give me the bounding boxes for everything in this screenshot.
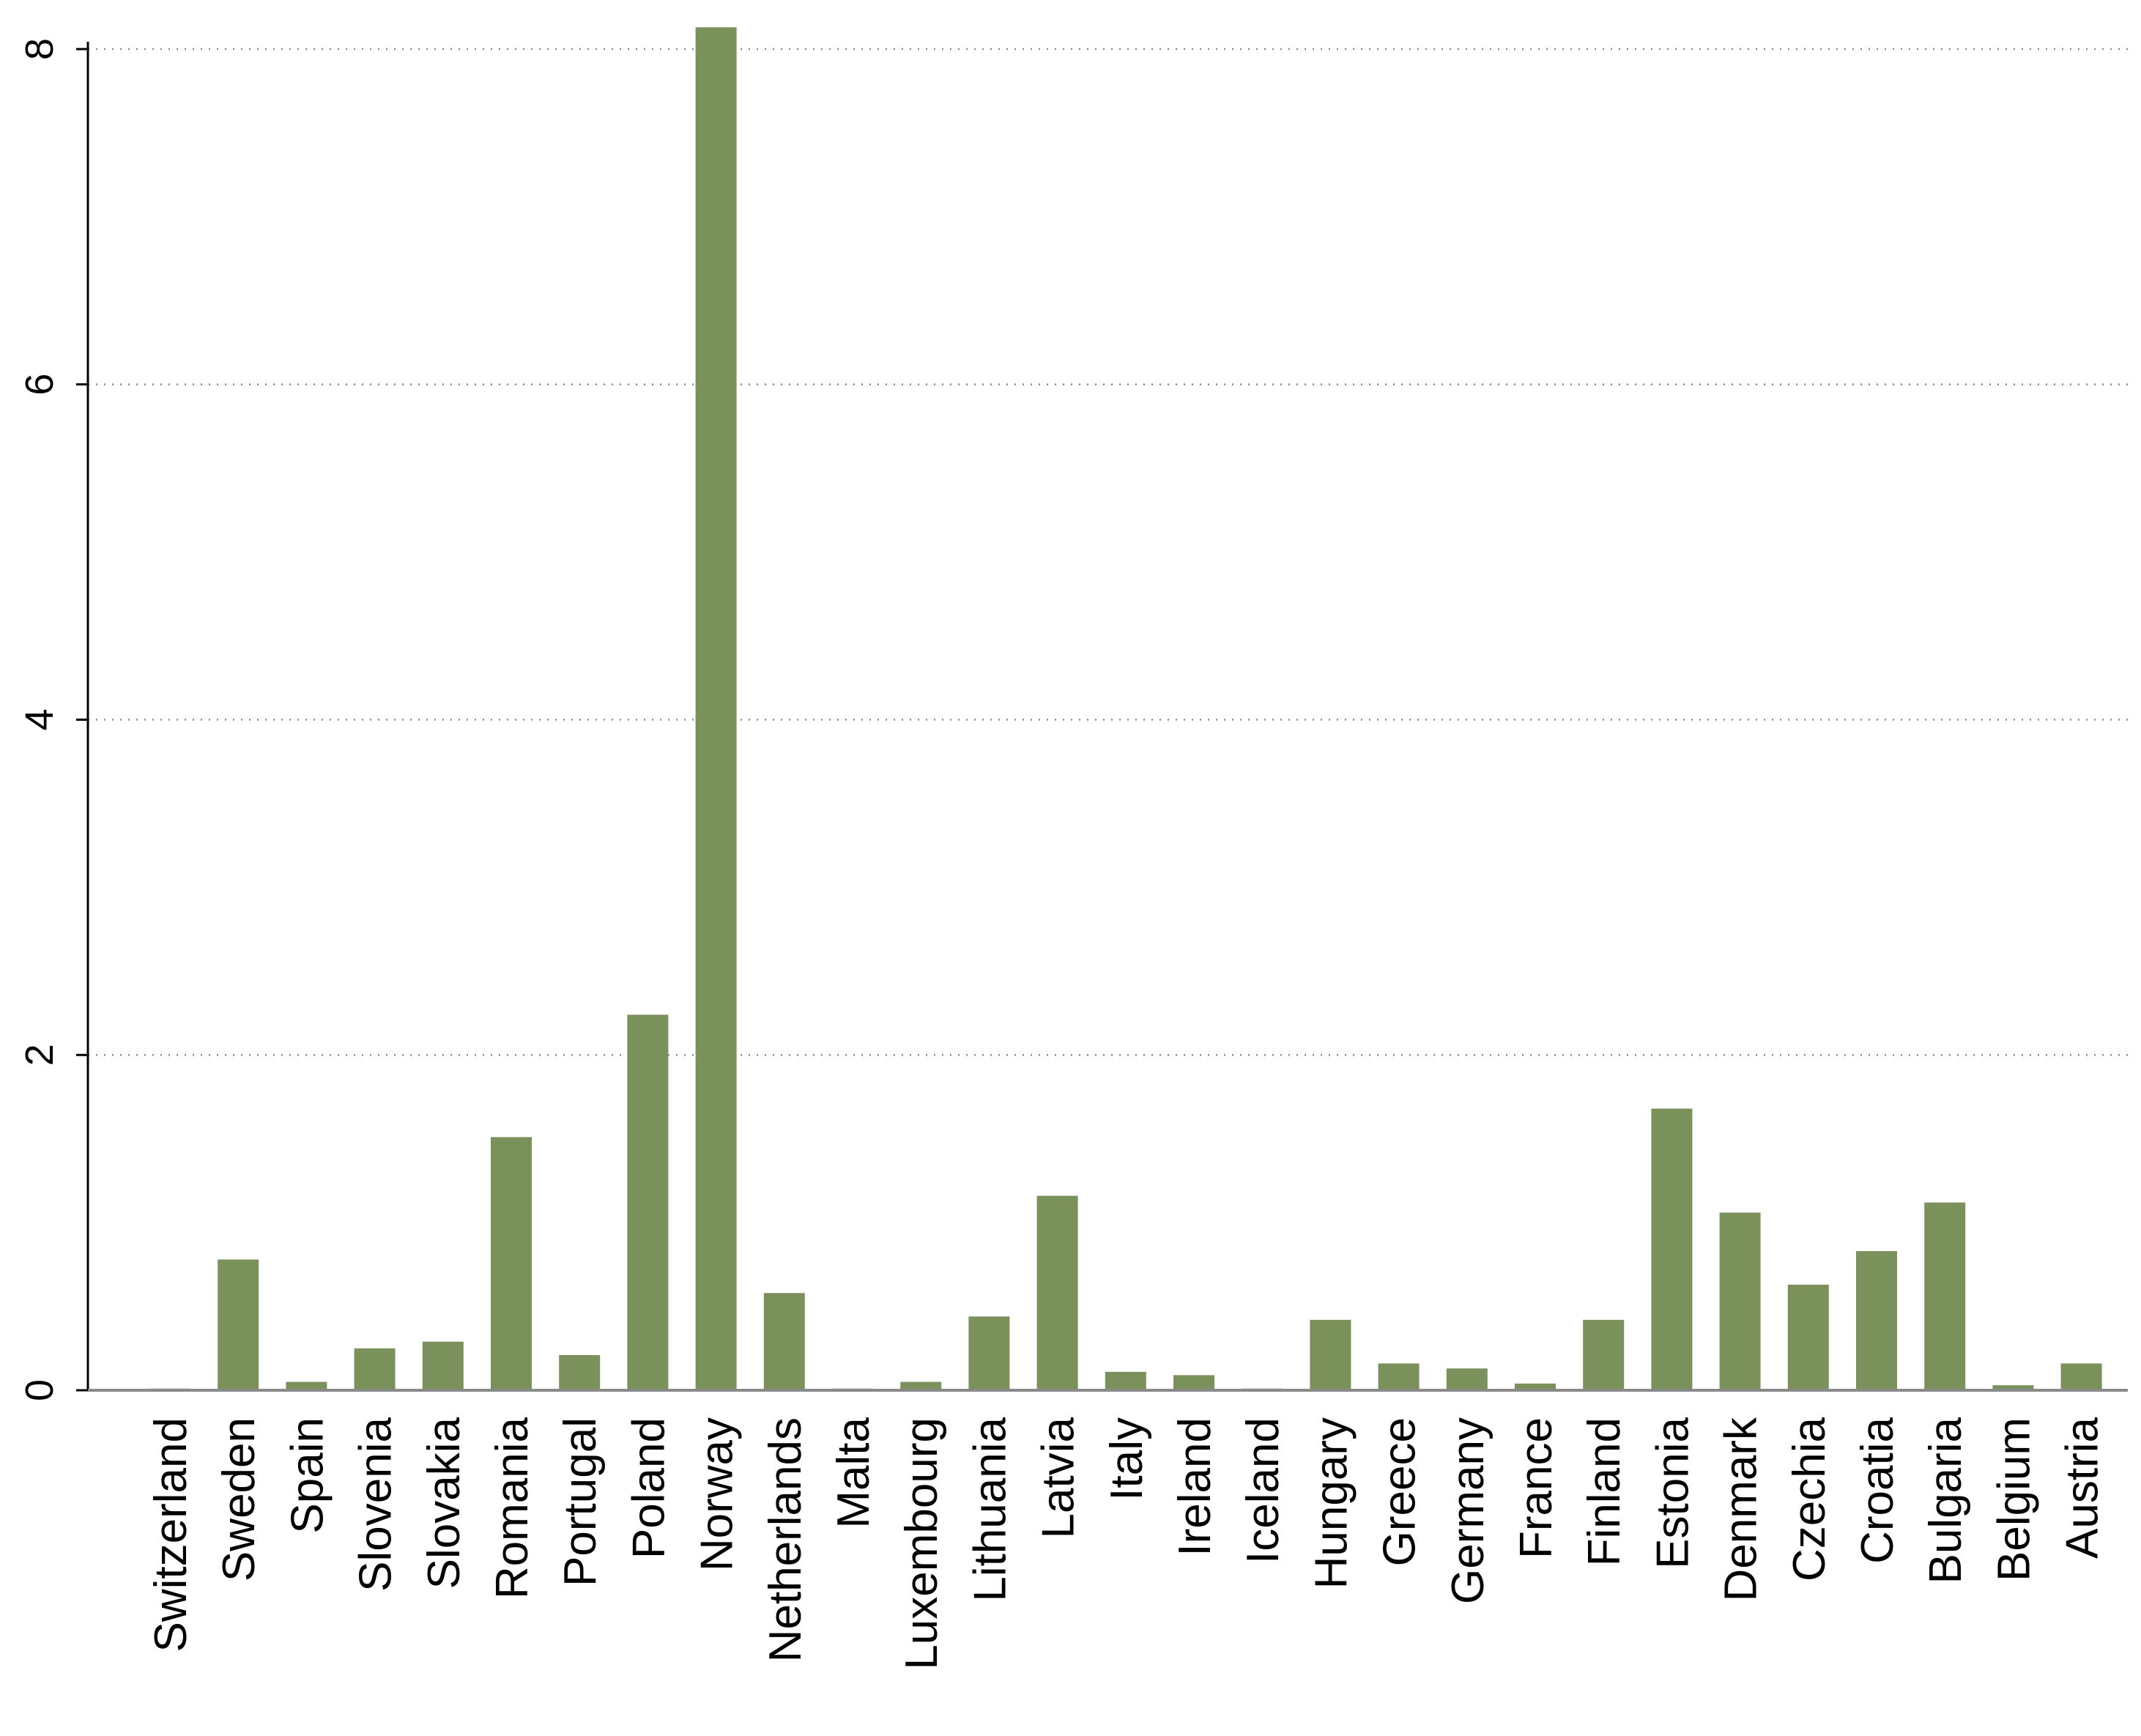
x-tick-label-norway: Norway xyxy=(692,1417,743,1571)
x-tick-label-portugal: Portugal xyxy=(555,1417,606,1587)
x-tick-label-italy: Italy xyxy=(1102,1417,1152,1501)
bar-spain xyxy=(286,1381,327,1390)
x-tick-label-slovakia: Slovakia xyxy=(419,1417,470,1589)
x-tick-label-finland: Finland xyxy=(1579,1417,1630,1566)
bar-latvia xyxy=(1036,1195,1078,1390)
bar-netherlands xyxy=(763,1293,805,1390)
bar-greece xyxy=(1378,1363,1420,1390)
gridlines xyxy=(88,48,2128,1056)
bar-romania xyxy=(491,1137,532,1390)
x-tick-label-malta: Malta xyxy=(828,1417,879,1528)
x-tick-label-iceland: Iceland xyxy=(1238,1417,1288,1564)
bar-finland xyxy=(1583,1319,1625,1390)
y-tick-label: 0 xyxy=(18,1379,62,1401)
x-tick-label-latvia: Latvia xyxy=(1034,1417,1084,1538)
x-tick-label-lithuania: Lithuania xyxy=(965,1417,1015,1601)
bar-norway xyxy=(695,27,737,1391)
x-tick-label-romania: Romania xyxy=(487,1417,538,1599)
x-tick-label-poland: Poland xyxy=(623,1417,674,1559)
x-tick-label-denmark: Denmark xyxy=(1716,1417,1767,1602)
x-tick-label-france: France xyxy=(1511,1417,1562,1559)
bar-denmark xyxy=(1719,1212,1761,1390)
axes xyxy=(76,42,2128,1392)
x-tick-label-spain: Spain xyxy=(282,1417,333,1534)
bar-luxembourg xyxy=(900,1381,942,1390)
bar-czechia xyxy=(1787,1284,1829,1390)
x-tick-label-belgium: Belgium xyxy=(1989,1417,2039,1581)
bar-slovakia xyxy=(422,1341,464,1390)
x-tick-label-sweden: Sweden xyxy=(214,1417,264,1581)
x-tick-label-austria: Austria xyxy=(2057,1417,2108,1558)
y-tick-label: 2 xyxy=(18,1044,62,1066)
bar-slovenia xyxy=(354,1348,396,1390)
bar-portugal xyxy=(559,1354,601,1390)
y-tick-label: 6 xyxy=(18,374,62,396)
x-tick-label-greece: Greece xyxy=(1375,1417,1425,1566)
bar-croatia xyxy=(1856,1251,1897,1390)
x-tick-label-luxembourg: Luxembourg xyxy=(897,1417,947,1670)
x-tick-label-czechia: Czechia xyxy=(1784,1417,1835,1581)
bar-italy xyxy=(1105,1371,1146,1390)
bar-poland xyxy=(627,1014,669,1390)
bars xyxy=(149,27,2102,1391)
x-tick-label-germany: Germany xyxy=(1443,1417,1493,1604)
bar-lithuania xyxy=(968,1316,1010,1390)
bar-germany xyxy=(1446,1368,1488,1390)
labels: 0 2 4 6 8 Switzerland Sweden Spain Slovenia Slova… xyxy=(18,38,2108,1670)
x-tick-label-bulgaria: Bulgaria xyxy=(1921,1417,1971,1584)
bar-sweden xyxy=(218,1259,259,1390)
x-tick-label-netherlands: Netherlands xyxy=(760,1417,811,1662)
x-tick-label-ireland: Ireland xyxy=(1170,1417,1220,1557)
bar-bulgaria xyxy=(1924,1202,1966,1390)
x-tick-label-croatia: Croatia xyxy=(1852,1417,1903,1563)
y-tick-label: 8 xyxy=(18,38,62,60)
x-tick-label-estonia: Estonia xyxy=(1647,1417,1698,1568)
y-tick-label: 4 xyxy=(18,708,62,730)
bar-belgium xyxy=(1992,1385,2034,1390)
bar-austria xyxy=(2060,1363,2102,1390)
x-tick-label-switzerland: Switzerland xyxy=(146,1417,196,1652)
x-tick-label-hungary: Hungary xyxy=(1306,1417,1357,1589)
bar-hungary xyxy=(1310,1319,1351,1390)
bar-ireland xyxy=(1173,1375,1214,1390)
x-tick-label-slovenia: Slovenia xyxy=(351,1417,401,1591)
bar-france xyxy=(1515,1383,1556,1390)
bar-estonia xyxy=(1651,1108,1693,1390)
